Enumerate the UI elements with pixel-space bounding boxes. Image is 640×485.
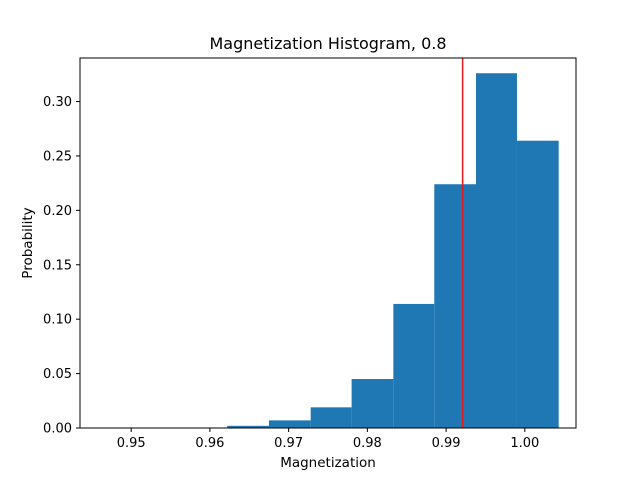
x-tick-label: 0.98 [353,436,382,451]
y-tick-label: 0.30 [43,95,72,110]
y-tick-label: 0.10 [43,313,72,328]
y-tick-label: 0.05 [43,367,72,382]
chart-title: Magnetization Histogram, 0.8 [209,34,446,53]
x-tick-label: 1.00 [510,436,539,451]
histogram-bar-5 [269,420,311,428]
x-axis-label: Magnetization [280,455,376,471]
histogram-bar-10 [476,73,517,428]
y-axis-label: Probability [20,207,36,278]
y-tick-label: 0.25 [43,149,72,164]
histogram-bar-9 [434,184,476,428]
histogram-bar-6 [311,407,352,428]
y-tick-label: 0.00 [43,422,72,437]
histogram-bar-7 [352,379,394,428]
x-tick-label: 0.99 [432,436,461,451]
x-tick-label: 0.96 [195,436,224,451]
x-tick-label: 0.95 [117,436,146,451]
histogram-bar-11 [517,141,559,428]
x-tick-label: 0.97 [274,436,303,451]
y-tick-label: 0.15 [43,258,72,273]
y-tick-label: 0.20 [43,204,72,219]
histogram-bar-8 [393,304,434,428]
